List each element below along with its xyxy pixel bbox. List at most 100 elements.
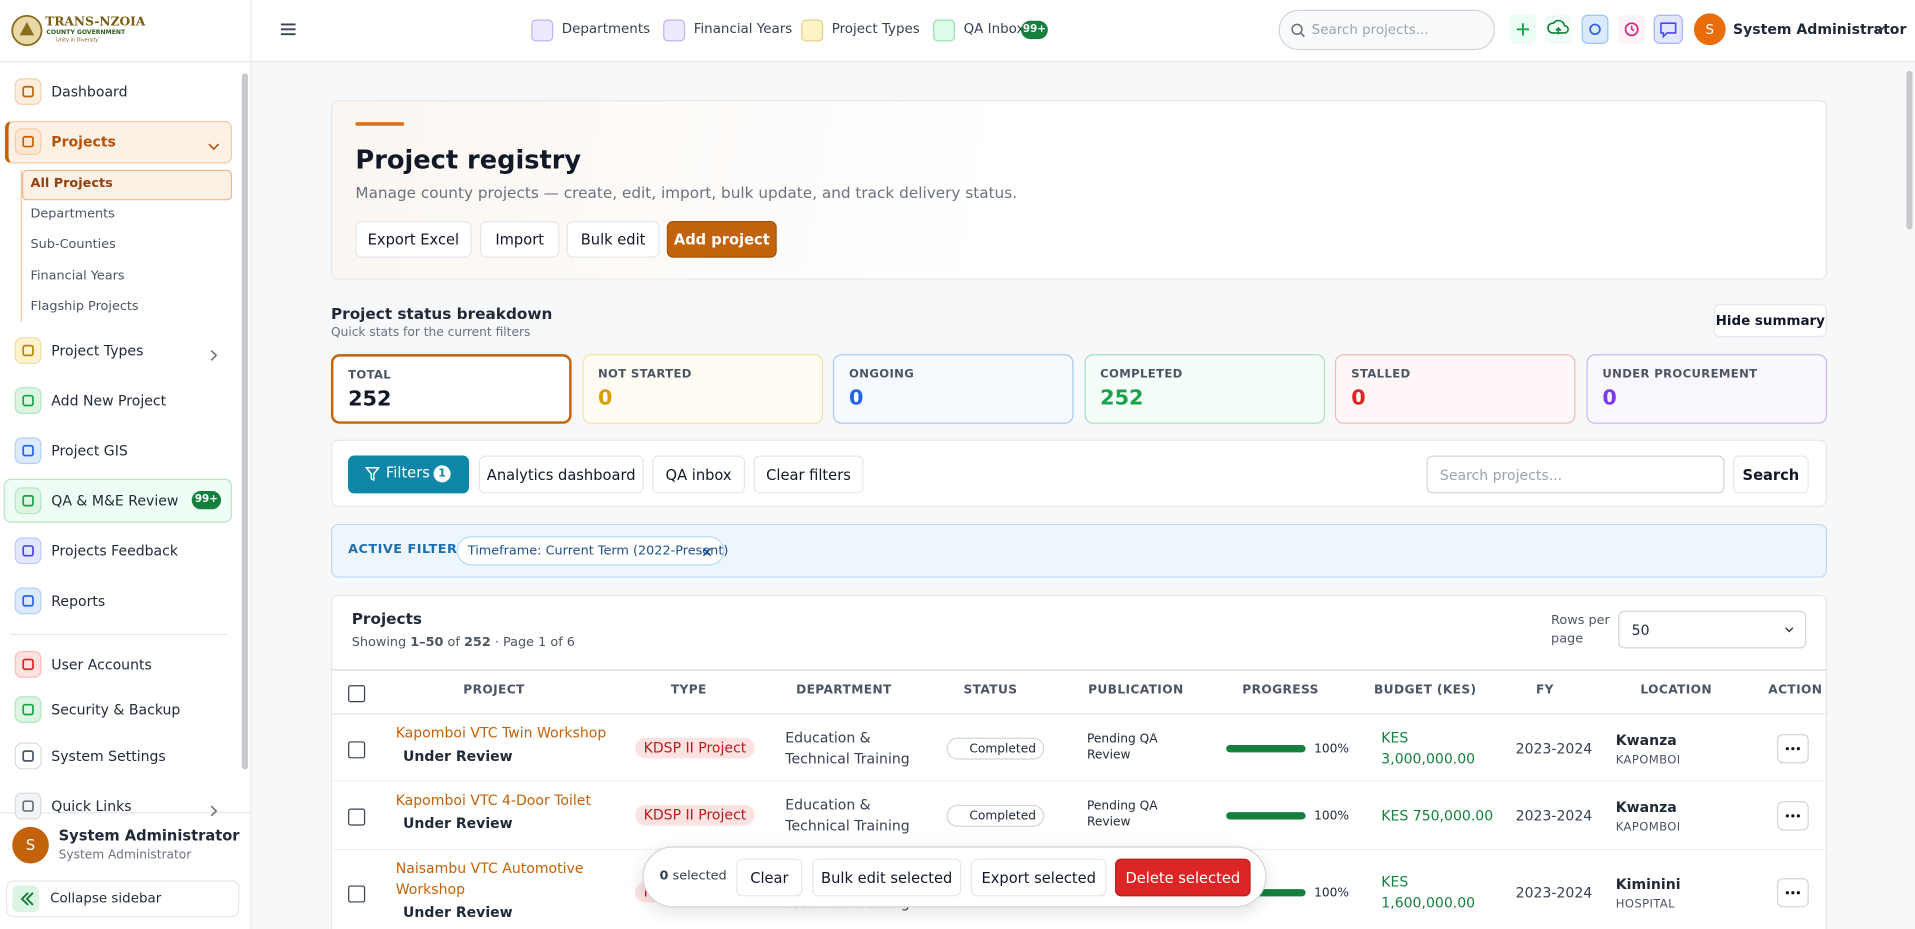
column-header[interactable]: FY xyxy=(1535,683,1554,698)
bulk-button[interactable]: Delete selected xyxy=(1115,858,1251,897)
project-name[interactable]: Kapomboi VTC Twin Workshop xyxy=(395,724,607,742)
top-link[interactable]: QA Inbox xyxy=(963,20,1025,37)
status-chip: Completed xyxy=(946,804,1045,827)
search-tool[interactable] xyxy=(1581,14,1609,44)
status-value: 0 xyxy=(849,385,864,411)
status-value: 252 xyxy=(1100,385,1144,411)
nav-label[interactable]: Projects xyxy=(51,133,116,151)
collapse-button[interactable]: Collapse sidebar xyxy=(6,880,240,918)
status-card: NOT STARTED 0 xyxy=(582,354,823,424)
top-link[interactable]: Departments xyxy=(561,20,651,37)
top-avatar[interactable]: S xyxy=(1693,13,1726,46)
submenu-item[interactable]: Departments xyxy=(30,206,115,222)
top-link-icon xyxy=(801,19,824,42)
nav-icon xyxy=(14,387,42,415)
filters-button[interactable]: Filters 1 xyxy=(348,455,469,494)
upload[interactable] xyxy=(1544,14,1572,44)
project-name[interactable]: Naisambu VTC Automotive Workshop xyxy=(395,859,584,898)
nav-label[interactable]: Add New Project xyxy=(51,392,167,410)
column-header[interactable]: PROJECT xyxy=(463,683,525,698)
bulk-button[interactable]: Export selected xyxy=(970,858,1107,897)
showing-of: of xyxy=(447,635,460,650)
ward: Kwanza xyxy=(1615,730,1677,749)
budget: KES 1,600,000.00 xyxy=(1381,873,1476,912)
column-header[interactable]: PROGRESS xyxy=(1242,683,1319,698)
header-button[interactable]: Export Excel xyxy=(355,221,472,258)
submenu-item[interactable]: All Projects xyxy=(30,175,113,191)
history[interactable] xyxy=(1618,14,1646,44)
nav-label[interactable]: Project GIS xyxy=(51,442,128,460)
search-input[interactable]: Search projects... xyxy=(1426,455,1725,494)
top-user-name[interactable]: System Administrator xyxy=(1733,20,1907,38)
row-checkbox[interactable] xyxy=(348,740,366,758)
column-header[interactable]: BUDGET (KES) xyxy=(1374,683,1477,698)
nav-label[interactable]: QA & M&E Review xyxy=(51,492,179,510)
nav-label[interactable]: Dashboard xyxy=(51,83,128,101)
table-head xyxy=(332,669,1826,715)
nav-label[interactable]: Project Types xyxy=(51,341,144,360)
filter-button[interactable]: QA inbox xyxy=(652,455,745,494)
chevron xyxy=(1874,26,1886,33)
rows-per-page-label: Rows per page xyxy=(1551,613,1610,647)
project-name[interactable]: Kapomboi VTC 4-Door Toilet xyxy=(395,791,591,809)
publication: Pending QA Review xyxy=(1086,799,1158,830)
summary-title: Project status breakdown xyxy=(330,304,553,323)
column-header[interactable]: STATUS xyxy=(963,683,1018,698)
nav-label[interactable]: Reports xyxy=(51,592,106,610)
bulk-bar: 0 selected Clear Bulk edit selected Export… xyxy=(642,846,1267,908)
column-header[interactable]: LOCATION xyxy=(1640,683,1713,698)
type-chip: KDSP II Project xyxy=(635,737,755,758)
submenu-item[interactable]: Financial Years xyxy=(30,268,125,284)
header-button[interactable]: Bulk edit xyxy=(566,221,660,258)
bulk-button[interactable]: Bulk edit selected xyxy=(812,858,962,897)
department: Education & Technical Training xyxy=(785,728,910,767)
top-link[interactable]: Financial Years xyxy=(693,20,793,37)
top-search[interactable]: Search projects... xyxy=(1278,9,1495,51)
collapse-label: Collapse sidebar xyxy=(50,890,162,907)
top-link[interactable]: Project Types xyxy=(831,20,920,37)
rows-per-page-select[interactable]: 50 xyxy=(1618,610,1807,649)
search-button[interactable]: Search xyxy=(1733,455,1809,494)
nav-chevron xyxy=(208,343,220,366)
chip-remove[interactable] xyxy=(702,547,712,557)
column-header[interactable]: DEPARTMENT xyxy=(796,683,892,698)
column-header[interactable]: TYPE xyxy=(670,683,707,698)
nav-icon xyxy=(14,742,42,770)
nav-icon xyxy=(14,337,42,364)
nav-label[interactable]: User Accounts xyxy=(51,655,152,673)
page-title: Project registry xyxy=(355,145,582,175)
messages[interactable] xyxy=(1653,14,1683,44)
submenu-item[interactable]: Flagship Projects xyxy=(30,299,139,314)
header-button[interactable]: Import xyxy=(479,221,560,258)
row xyxy=(332,714,1826,782)
nav-label[interactable]: Quick Links xyxy=(51,797,132,815)
hide-summary[interactable]: Hide summary xyxy=(1713,304,1828,338)
nav-active xyxy=(4,120,233,164)
collapse-icon xyxy=(12,885,40,913)
filter-chip[interactable]: Timeframe: Current Term (2022-Present) xyxy=(456,536,728,566)
nav-label[interactable]: System Settings xyxy=(51,747,166,765)
progress-label: 100% xyxy=(1314,809,1350,824)
row-checkbox[interactable] xyxy=(348,885,366,903)
topbar: Search projects... S System Administrato… xyxy=(251,0,1915,63)
row-checkbox[interactable] xyxy=(348,808,366,826)
menu-toggle[interactable] xyxy=(280,21,297,38)
showing-range: 1–50 xyxy=(410,635,444,650)
filter-button[interactable]: Analytics dashboard xyxy=(478,455,644,494)
rows-per-page-value: 50 xyxy=(1631,621,1650,639)
user-name: System Administrator xyxy=(58,826,240,844)
select-all[interactable] xyxy=(348,685,366,703)
header-button[interactable]: Add project xyxy=(666,221,777,258)
row-actions[interactable] xyxy=(1776,801,1809,831)
bulk-button[interactable]: Clear xyxy=(736,858,803,897)
row-actions[interactable] xyxy=(1776,733,1809,763)
nav-label[interactable]: Projects Feedback xyxy=(51,542,179,560)
submenu-item[interactable]: Sub-Counties xyxy=(30,236,116,252)
nav-icon xyxy=(14,437,42,465)
filter-button[interactable]: Clear filters xyxy=(753,455,864,494)
nav-label[interactable]: Security & Backup xyxy=(51,701,181,719)
nav-icon xyxy=(14,78,42,106)
row-actions[interactable] xyxy=(1776,878,1809,908)
quick-add[interactable] xyxy=(1509,14,1537,44)
status-label: COMPLETED xyxy=(1100,367,1183,382)
